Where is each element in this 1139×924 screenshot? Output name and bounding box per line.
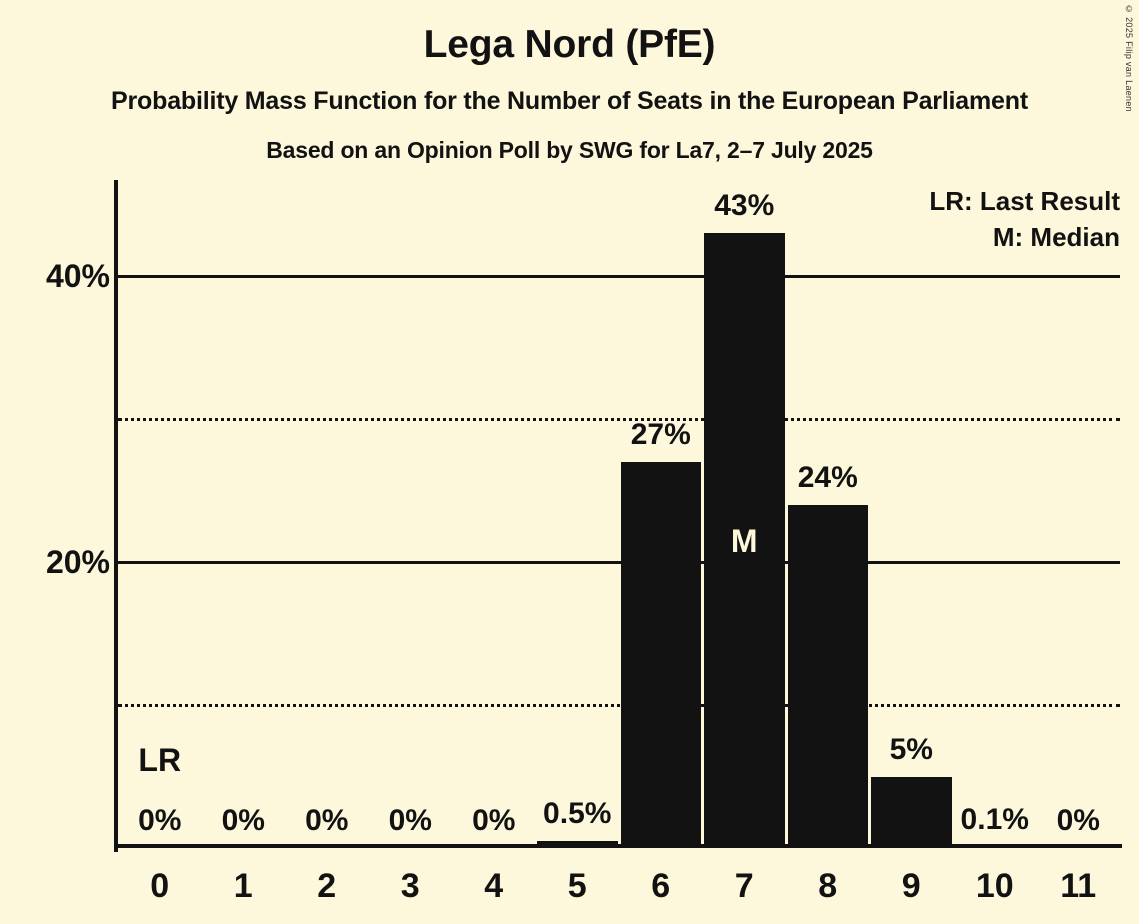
- x-axis-line: [114, 844, 1122, 848]
- x-tick-label-6: 6: [651, 867, 671, 905]
- bar-value-label: 0.1%: [960, 802, 1029, 836]
- y-tick-label-40: 40%: [45, 258, 110, 294]
- gridline-20: [118, 561, 1120, 564]
- bar[interactable]: [537, 840, 618, 848]
- bar[interactable]: [704, 233, 785, 848]
- bar-value-label: 0%: [472, 804, 516, 837]
- chart-subtitle: Probability Mass Function for the Number…: [111, 87, 1028, 115]
- x-tick-label-10: 10: [975, 867, 1014, 905]
- x-tick-label-8: 8: [818, 867, 838, 905]
- x-tick-label-2: 2: [317, 867, 337, 905]
- bar-value-label: 0%: [221, 804, 265, 837]
- x-tick-label-5: 5: [567, 867, 587, 905]
- bar[interactable]: [787, 504, 868, 848]
- median-marker: M: [730, 522, 758, 559]
- chart-title: Lega Nord (PfE): [423, 23, 716, 66]
- bars-layer: [118, 180, 1120, 848]
- x-tick-label-1: 1: [233, 867, 253, 905]
- legend-entry-m: M: Median: [992, 222, 1120, 252]
- bar-value-label: 5%: [889, 732, 933, 766]
- bar-value-label: 0%: [388, 804, 432, 837]
- bar-value-label: 0%: [1056, 804, 1100, 837]
- chart-legend: LR: Last Result M: Median: [929, 183, 1120, 255]
- bar[interactable]: [954, 846, 1035, 848]
- gridline-30: [118, 418, 1120, 421]
- x-tick-label-3: 3: [400, 867, 420, 905]
- bar-value-label: 24%: [797, 460, 858, 494]
- legend-entry-lr: LR: Last Result: [929, 186, 1120, 216]
- x-tick-label-11: 11: [1060, 867, 1097, 905]
- bar[interactable]: [620, 461, 701, 848]
- x-tick-label-9: 9: [901, 867, 921, 905]
- bar[interactable]: [871, 776, 952, 848]
- bar-value-label: 27%: [630, 417, 691, 451]
- x-axis-labels: 0 1 2 3 4 5 6 7 8 9 10 11: [118, 866, 1120, 912]
- y-tick-label-20: 20%: [45, 544, 110, 580]
- bar-value-label: 0%: [138, 804, 182, 837]
- y-axis-line: [114, 180, 118, 852]
- x-tick-label-0: 0: [150, 867, 170, 905]
- gridline-10: [118, 704, 1120, 707]
- x-tick-label-4: 4: [484, 867, 504, 905]
- bar-value-label: 0.5%: [543, 796, 612, 830]
- x-tick-label-7: 7: [734, 867, 754, 905]
- chart-source-note: Based on an Opinion Poll by SWG for La7,…: [266, 137, 873, 163]
- gridline-40: [118, 275, 1120, 278]
- last-result-marker: LR: [138, 742, 182, 778]
- bar-value-label: 0%: [305, 804, 349, 837]
- copyright-notice: © 2025 Filip van Laenen: [1124, 4, 1134, 112]
- bar-value-label: 43%: [714, 189, 775, 223]
